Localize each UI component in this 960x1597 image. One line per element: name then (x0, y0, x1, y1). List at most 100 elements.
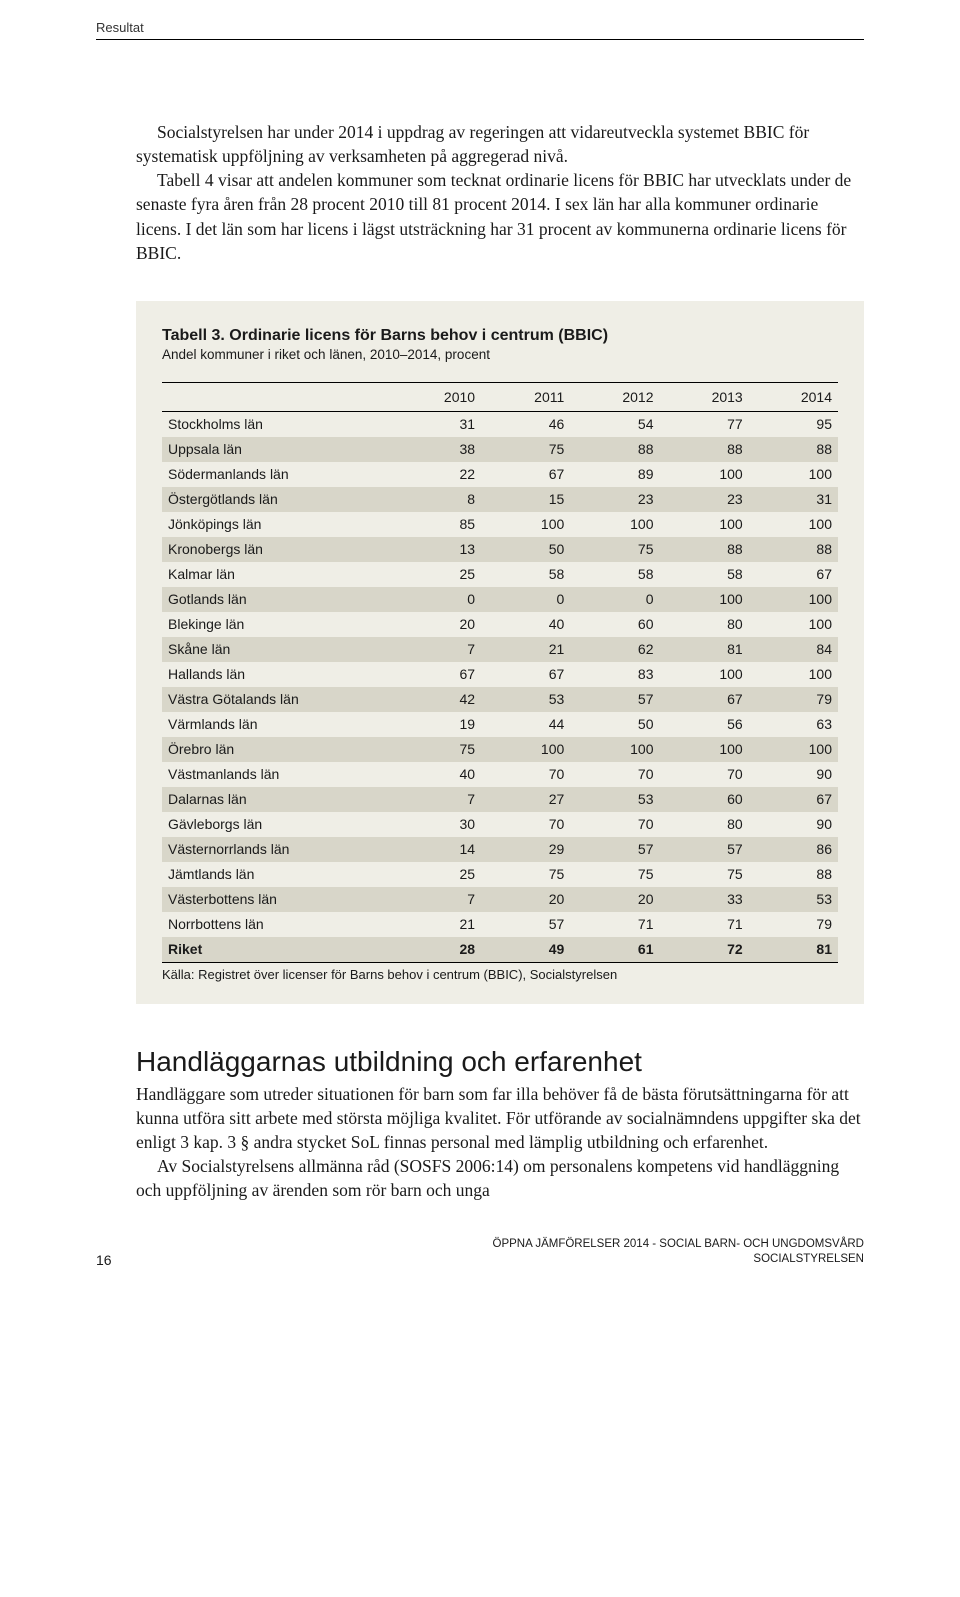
row-value: 25 (392, 862, 481, 887)
row-value: 100 (749, 737, 838, 762)
total-label: Riket (162, 937, 392, 963)
row-value: 58 (481, 562, 570, 587)
intro-p1: Socialstyrelsen har under 2014 i uppdrag… (136, 120, 864, 168)
page-footer: 16 ÖPPNA JÄMFÖRELSER 2014 - SOCIAL BARN-… (96, 1237, 864, 1268)
table-row: Norrbottens län2157717179 (162, 912, 838, 937)
row-value: 42 (392, 687, 481, 712)
table-row: Örebro län75100100100100 (162, 737, 838, 762)
table-title: Tabell 3. Ordinarie licens för Barns beh… (162, 327, 838, 345)
table-row: Södermanlands län226789100100 (162, 462, 838, 487)
row-value: 20 (570, 887, 659, 912)
row-value: 7 (392, 787, 481, 812)
row-value: 86 (749, 837, 838, 862)
section-heading: Handläggarnas utbildning och erfarenhet (136, 1046, 864, 1078)
row-value: 71 (570, 912, 659, 937)
row-value: 0 (392, 587, 481, 612)
row-value: 100 (660, 587, 749, 612)
row-value: 88 (749, 862, 838, 887)
row-value: 20 (481, 887, 570, 912)
row-value: 70 (570, 762, 659, 787)
row-value: 57 (570, 837, 659, 862)
row-value: 83 (570, 662, 659, 687)
row-value: 58 (570, 562, 659, 587)
col-header: 2011 (481, 382, 570, 411)
total-value: 61 (570, 937, 659, 963)
row-value: 22 (392, 462, 481, 487)
row-value: 81 (660, 637, 749, 662)
section2-p1: Handläggare som utreder situationen för … (136, 1082, 864, 1154)
row-label: Stockholms län (162, 411, 392, 437)
page-container: Resultat Socialstyrelsen har under 2014 … (0, 0, 960, 1308)
section2-p2: Av Socialstyrelsens allmänna råd (SOSFS … (136, 1154, 864, 1202)
row-label: Södermanlands län (162, 462, 392, 487)
row-value: 100 (570, 737, 659, 762)
row-value: 70 (481, 812, 570, 837)
row-value: 0 (570, 587, 659, 612)
row-value: 88 (570, 437, 659, 462)
table-head: 2010 2011 2012 2013 2014 (162, 382, 838, 411)
table-row: Blekinge län20406080100 (162, 612, 838, 637)
row-value: 67 (749, 787, 838, 812)
col-header: 2013 (660, 382, 749, 411)
table-row: Dalarnas län727536067 (162, 787, 838, 812)
row-label: Örebro län (162, 737, 392, 762)
table-body: Stockholms län3146547795Uppsala län38758… (162, 411, 838, 962)
footer-line1: ÖPPNA JÄMFÖRELSER 2014 - SOCIAL BARN- OC… (493, 1237, 865, 1253)
row-value: 70 (570, 812, 659, 837)
table-row: Västmanlands län4070707090 (162, 762, 838, 787)
total-value: 81 (749, 937, 838, 963)
row-value: 89 (570, 462, 659, 487)
table-row: Värmlands län1944505663 (162, 712, 838, 737)
row-value: 75 (570, 862, 659, 887)
row-value: 15 (481, 487, 570, 512)
row-value: 85 (392, 512, 481, 537)
table-row: Jönköpings län85100100100100 (162, 512, 838, 537)
table-row: Hallands län676783100100 (162, 662, 838, 687)
row-value: 23 (570, 487, 659, 512)
intro-p2: Tabell 4 visar att andelen kommuner som … (136, 168, 864, 265)
total-value: 28 (392, 937, 481, 963)
row-value: 75 (570, 537, 659, 562)
table-row: Östergötlands län815232331 (162, 487, 838, 512)
row-label: Norrbottens län (162, 912, 392, 937)
table-row: Kalmar län2558585867 (162, 562, 838, 587)
row-value: 53 (749, 887, 838, 912)
row-label: Dalarnas län (162, 787, 392, 812)
row-value: 50 (570, 712, 659, 737)
row-label: Jönköpings län (162, 512, 392, 537)
row-value: 75 (481, 437, 570, 462)
row-label: Hallands län (162, 662, 392, 687)
row-value: 58 (660, 562, 749, 587)
table-row: Skåne län721628184 (162, 637, 838, 662)
table-row: Kronobergs län1350758888 (162, 537, 838, 562)
row-value: 30 (392, 812, 481, 837)
row-value: 31 (392, 411, 481, 437)
row-value: 90 (749, 762, 838, 787)
row-value: 56 (660, 712, 749, 737)
table-row: Jämtlands län2575757588 (162, 862, 838, 887)
row-value: 50 (481, 537, 570, 562)
row-value: 40 (481, 612, 570, 637)
row-value: 27 (481, 787, 570, 812)
row-label: Uppsala län (162, 437, 392, 462)
row-label: Blekinge län (162, 612, 392, 637)
row-value: 100 (660, 737, 749, 762)
footer-right: ÖPPNA JÄMFÖRELSER 2014 - SOCIAL BARN- OC… (493, 1237, 865, 1268)
table-row: Gävleborgs län3070708090 (162, 812, 838, 837)
table-block: Tabell 3. Ordinarie licens för Barns beh… (136, 301, 864, 1004)
row-value: 100 (749, 512, 838, 537)
row-value: 67 (660, 687, 749, 712)
row-value: 21 (481, 637, 570, 662)
total-value: 72 (660, 937, 749, 963)
row-label: Västerbottens län (162, 887, 392, 912)
row-label: Västra Götalands län (162, 687, 392, 712)
row-value: 100 (749, 662, 838, 687)
row-value: 67 (481, 462, 570, 487)
row-value: 100 (660, 512, 749, 537)
row-label: Kalmar län (162, 562, 392, 587)
row-value: 63 (749, 712, 838, 737)
col-header: 2012 (570, 382, 659, 411)
total-value: 49 (481, 937, 570, 963)
row-value: 79 (749, 687, 838, 712)
row-value: 84 (749, 637, 838, 662)
